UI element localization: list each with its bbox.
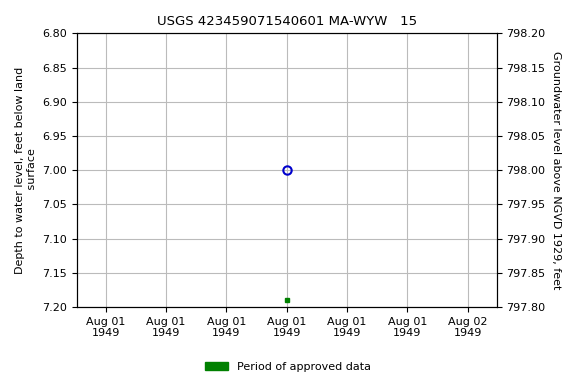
Legend: Period of approved data: Period of approved data	[201, 358, 375, 377]
Title: USGS 423459071540601 MA-WYW   15: USGS 423459071540601 MA-WYW 15	[157, 15, 417, 28]
Y-axis label: Depth to water level, feet below land
 surface: Depth to water level, feet below land su…	[15, 66, 37, 274]
Y-axis label: Groundwater level above NGVD 1929, feet: Groundwater level above NGVD 1929, feet	[551, 51, 561, 289]
